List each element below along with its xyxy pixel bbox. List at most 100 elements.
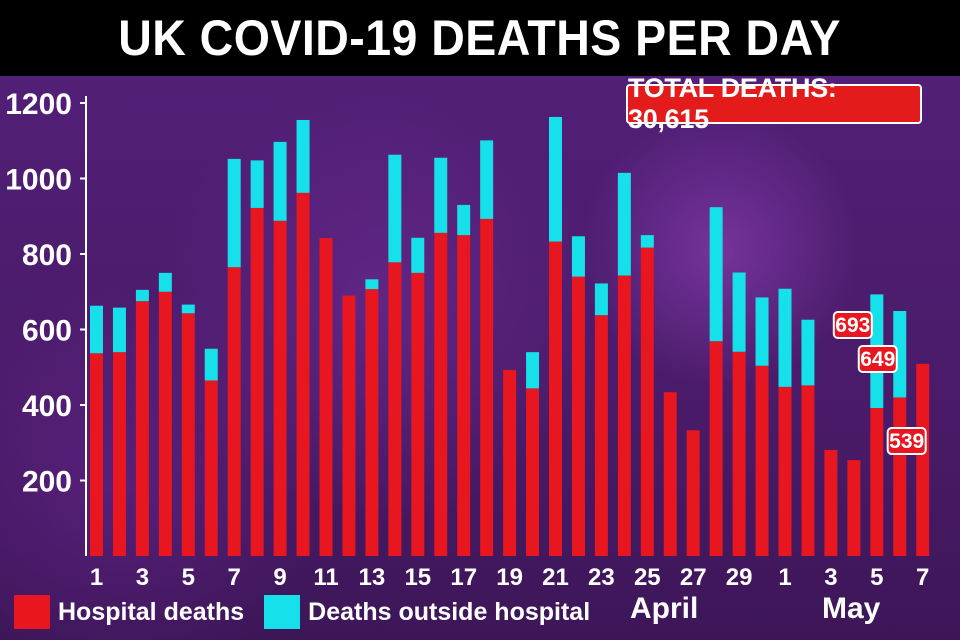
bar-outside	[549, 116, 562, 242]
callout-label: 693	[835, 314, 870, 337]
bar-outside	[273, 141, 287, 221]
x-tick-label: 9	[273, 564, 286, 591]
bar-hospital	[916, 363, 930, 556]
bar-hospital	[411, 272, 425, 556]
x-tick-label: 5	[182, 564, 195, 591]
bar-hospital	[709, 341, 723, 556]
bar-outside	[709, 207, 723, 342]
bar-hospital	[342, 295, 356, 556]
x-tick-label: 19	[496, 564, 523, 591]
bar-outside	[755, 297, 769, 366]
bar-hospital	[90, 353, 103, 556]
x-tick-label: 29	[726, 564, 753, 591]
x-tick-label: 11	[313, 564, 338, 591]
bar-hospital	[319, 238, 333, 556]
y-tick-label: 400	[22, 390, 72, 423]
x-tick-label: 25	[634, 564, 661, 591]
x-tick-label: 27	[680, 564, 707, 591]
bar-hospital	[296, 192, 310, 556]
bar-outside	[90, 305, 103, 354]
x-tick-label: 1	[778, 564, 791, 591]
bar-outside	[411, 237, 425, 273]
bar-hospital	[870, 408, 884, 556]
bar-outside	[893, 311, 907, 398]
bar-outside	[617, 172, 631, 276]
bar-hospital	[594, 315, 608, 556]
bar-hospital	[204, 380, 218, 556]
bar-hospital	[778, 386, 792, 556]
x-tick-label: 7	[916, 564, 929, 591]
bar-hospital	[732, 351, 746, 556]
bar-hospital	[365, 289, 379, 556]
bar-outside	[158, 272, 172, 292]
bar-outside	[112, 307, 126, 353]
legend-swatch-hospital	[14, 595, 50, 629]
y-tick-label: 200	[22, 466, 72, 499]
bar-outside	[434, 157, 448, 233]
x-tick-label: 3	[136, 564, 149, 591]
bar-hospital	[549, 241, 562, 557]
bar-hospital	[801, 385, 815, 556]
bar-outside	[526, 352, 540, 389]
bar-outside	[594, 283, 608, 316]
callout-label: 539	[889, 430, 924, 453]
bar-hospital	[893, 397, 907, 556]
bar-outside	[388, 154, 402, 263]
bar-hospital	[663, 392, 677, 556]
bar-hospital	[181, 313, 195, 556]
bar-hospital	[273, 220, 287, 556]
x-tick-label: 13	[359, 564, 386, 591]
y-tick-label: 800	[22, 239, 72, 272]
bar-hospital	[686, 430, 700, 556]
legend-label-outside: Deaths outside hospital	[308, 597, 591, 626]
x-tick-label: 5	[870, 564, 883, 591]
callout-label: 649	[860, 348, 895, 371]
x-tick-label: 21	[542, 564, 569, 591]
bar-hospital	[617, 275, 631, 556]
bar-hospital	[388, 262, 402, 556]
bar-hospital	[457, 235, 471, 556]
x-tick-label: 15	[404, 564, 431, 591]
bar-hospital	[250, 207, 264, 556]
x-tick-label: 1	[90, 564, 103, 591]
y-tick-label: 600	[22, 315, 72, 348]
bar-hospital	[755, 365, 769, 556]
bar-hospital	[571, 276, 585, 556]
total-deaths-badge: TOTAL DEATHS: 30,615	[626, 73, 922, 134]
bar-hospital	[640, 247, 654, 556]
bar-outside	[640, 235, 654, 248]
bar-hospital	[480, 218, 494, 556]
bar-hospital	[112, 352, 126, 556]
month-label-april: April	[630, 592, 699, 625]
bar-hospital	[526, 388, 540, 556]
bar-outside	[732, 272, 746, 352]
bar-hospital	[158, 291, 172, 556]
bar-outside	[296, 119, 310, 193]
bar-hospital	[135, 301, 149, 556]
callout-box	[857, 345, 898, 373]
bar-outside	[181, 304, 195, 314]
bar-outside	[457, 204, 471, 236]
bar-outside	[204, 348, 218, 381]
x-tick-label: 17	[450, 564, 477, 591]
y-tick-label: 1200	[5, 88, 72, 121]
bar-hospital	[847, 460, 861, 556]
bar-outside	[801, 319, 815, 386]
chart-title: UK COVID-19 DEATHS PER DAY	[118, 10, 842, 66]
legend-label-hospital: Hospital deaths	[58, 597, 245, 626]
callout-box	[886, 427, 927, 455]
month-label-may: May	[822, 592, 881, 625]
y-tick-label: 1000	[5, 164, 72, 197]
x-tick-label: 7	[228, 564, 241, 591]
bar-outside	[227, 158, 241, 268]
bar-hospital	[824, 449, 838, 556]
legend-swatch-outside	[264, 595, 301, 629]
bar-outside	[365, 279, 379, 290]
bar-outside	[135, 289, 149, 302]
x-tick-label: 3	[824, 564, 837, 591]
bar-hospital	[227, 267, 241, 556]
legend: Hospital deaths Deaths outside hospital	[14, 594, 610, 630]
bar-hospital	[434, 232, 448, 557]
bar-hospital	[503, 369, 517, 556]
